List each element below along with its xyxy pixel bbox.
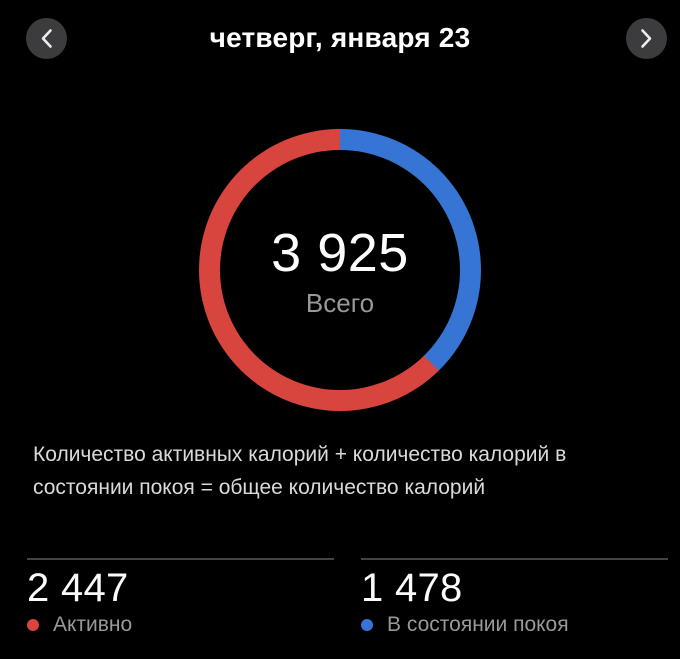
prev-day-button[interactable] bbox=[26, 18, 67, 59]
calories-donut-chart: 3 925 Всего bbox=[199, 129, 481, 411]
next-day-button[interactable] bbox=[626, 18, 667, 59]
date-title: четверг, января 23 bbox=[209, 22, 471, 53]
chevron-right-icon bbox=[640, 28, 653, 49]
stats-row: 2 447 Активно 1 478 В состоянии покоя bbox=[27, 558, 668, 637]
resting-legend-dot-icon bbox=[361, 619, 373, 631]
active-calories-stat: 2 447 Активно bbox=[27, 558, 334, 637]
total-calories-label: Всего bbox=[305, 287, 375, 318]
active-calories-value: 2 447 bbox=[27, 566, 129, 610]
active-legend-dot-icon bbox=[27, 619, 39, 631]
resting-calories-legend: В состоянии покоя bbox=[361, 613, 668, 637]
total-calories-value: 3 925 bbox=[271, 223, 409, 284]
resting-calories-value: 1 478 bbox=[361, 566, 463, 610]
resting-calories-stat: 1 478 В состоянии покоя bbox=[361, 558, 668, 637]
resting-calories-label: В состоянии покоя bbox=[387, 613, 569, 636]
donut-hole: 3 925 Всего bbox=[220, 150, 460, 390]
active-calories-legend: Активно bbox=[27, 613, 334, 637]
chevron-left-icon bbox=[40, 28, 53, 49]
active-calories-label: Активно bbox=[53, 613, 133, 636]
calories-formula-description: Количество активных калорий + количество… bbox=[33, 443, 567, 499]
